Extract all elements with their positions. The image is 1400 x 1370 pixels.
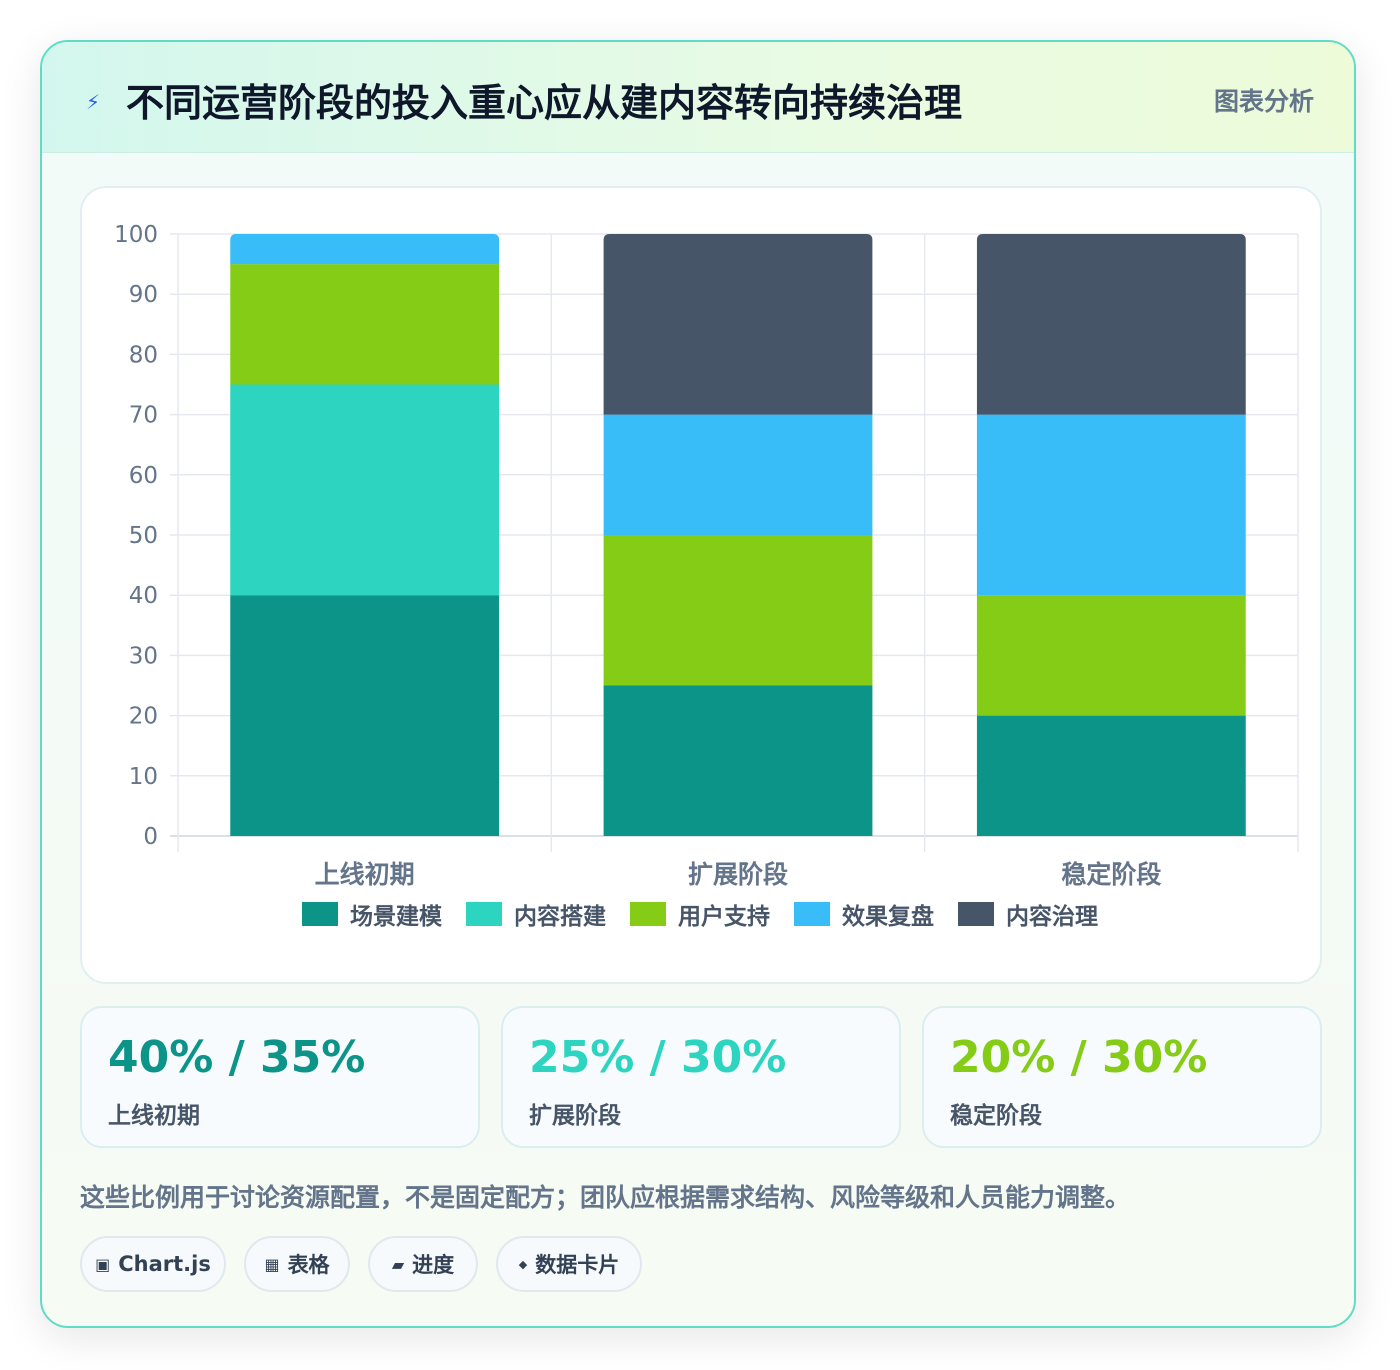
- y-tick-label: 100: [114, 222, 158, 248]
- x-tick-label: 扩展阶段: [688, 860, 788, 889]
- pill-progress[interactable]: ▰ 进度: [368, 1236, 478, 1292]
- legend-swatch: [794, 902, 830, 926]
- y-tick-label: 30: [129, 643, 158, 669]
- y-tick-label: 20: [129, 704, 158, 730]
- pill-label: 表格: [287, 1253, 330, 1277]
- bolt-icon: ⚡: [86, 90, 101, 114]
- chip-icon: ▣: [95, 1254, 111, 1274]
- bar-segment: [230, 264, 500, 385]
- bar-segment: [976, 234, 1246, 415]
- pill-label: 进度: [412, 1253, 455, 1277]
- stat-value: 20% / 30%: [950, 1032, 1208, 1083]
- stat-card-stable: 20% / 30% 稳定阶段: [922, 1006, 1322, 1148]
- chart-card: ⚡ 不同运营阶段的投入重心应从建内容转向持续治理 图表分析 0 10 20 30 40 5…: [40, 40, 1356, 1328]
- pill-label: Chart.js: [118, 1252, 211, 1276]
- stat-value: 25% / 30%: [529, 1032, 787, 1083]
- stat-label: 稳定阶段: [950, 1103, 1042, 1129]
- legend-swatch: [466, 902, 502, 926]
- legend-label: 用户支持: [678, 903, 770, 930]
- legend-swatch: [958, 902, 994, 926]
- pill-table[interactable]: ▦ 表格: [244, 1236, 350, 1292]
- bar-segment: [976, 715, 1246, 836]
- page-title: 不同运营阶段的投入重心应从建内容转向持续治理: [126, 81, 963, 125]
- bar-segment: [976, 414, 1246, 596]
- legend-swatch: [630, 902, 666, 926]
- x-tick-label: 上线初期: [315, 860, 415, 889]
- bar-segment: [230, 595, 500, 836]
- progress-icon: ▰: [391, 1254, 405, 1274]
- y-tick-label: 80: [129, 342, 158, 368]
- y-tick-label: 0: [143, 824, 158, 850]
- bar-segment: [603, 414, 873, 535]
- pill-chartjs[interactable]: ▣ Chart.js: [80, 1236, 226, 1292]
- y-tick-label: 40: [129, 583, 158, 609]
- chart-panel: 0 10 20 30 40 50 60 70 80 90 100 上线初期 扩展阶段 稳定阶段场景建模 内容…: [80, 186, 1322, 984]
- x-tick-label: 稳定阶段: [1061, 860, 1161, 889]
- bar-segment: [603, 535, 873, 686]
- stat-card-expansion: 25% / 30% 扩展阶段: [501, 1006, 901, 1148]
- stat-label: 扩展阶段: [529, 1103, 621, 1129]
- chart-analysis-tag: 图表分析: [1213, 87, 1314, 116]
- y-tick-label: 50: [129, 523, 158, 549]
- diamond-icon: ◆: [518, 1257, 528, 1271]
- y-tick-label: 60: [129, 463, 158, 489]
- footnote: 这些比例用于讨论资源配置，不是固定配方；团队应根据需求结构、风险等级和人员能力调…: [80, 1183, 1131, 1212]
- bar-segment: [603, 685, 873, 836]
- table-icon: ▦: [264, 1254, 280, 1274]
- legend-label: 场景建模: [350, 904, 443, 930]
- legend-label: 内容搭建: [514, 903, 606, 930]
- bar-segment: [976, 595, 1246, 716]
- bar-segment: [230, 384, 500, 596]
- legend-label: 效果复盘: [842, 903, 934, 930]
- legend-swatch: [302, 902, 338, 926]
- y-tick-label: 10: [129, 764, 158, 790]
- y-tick-label: 90: [129, 282, 158, 308]
- stat-value: 40% / 35%: [108, 1032, 366, 1083]
- legend-label: 内容治理: [1006, 903, 1098, 930]
- card-header: ⚡ 不同运营阶段的投入重心应从建内容转向持续治理 图表分析: [42, 42, 1354, 153]
- bar-segment: [230, 234, 500, 265]
- pill-data-card[interactable]: ◆ 数据卡片: [496, 1236, 642, 1292]
- y-tick-label: 70: [129, 403, 158, 429]
- pill-label: 数据卡片: [535, 1253, 620, 1277]
- bar-segment: [603, 234, 873, 415]
- stat-label: 上线初期: [108, 1103, 200, 1129]
- stat-card-launch: 40% / 35% 上线初期: [80, 1006, 480, 1148]
